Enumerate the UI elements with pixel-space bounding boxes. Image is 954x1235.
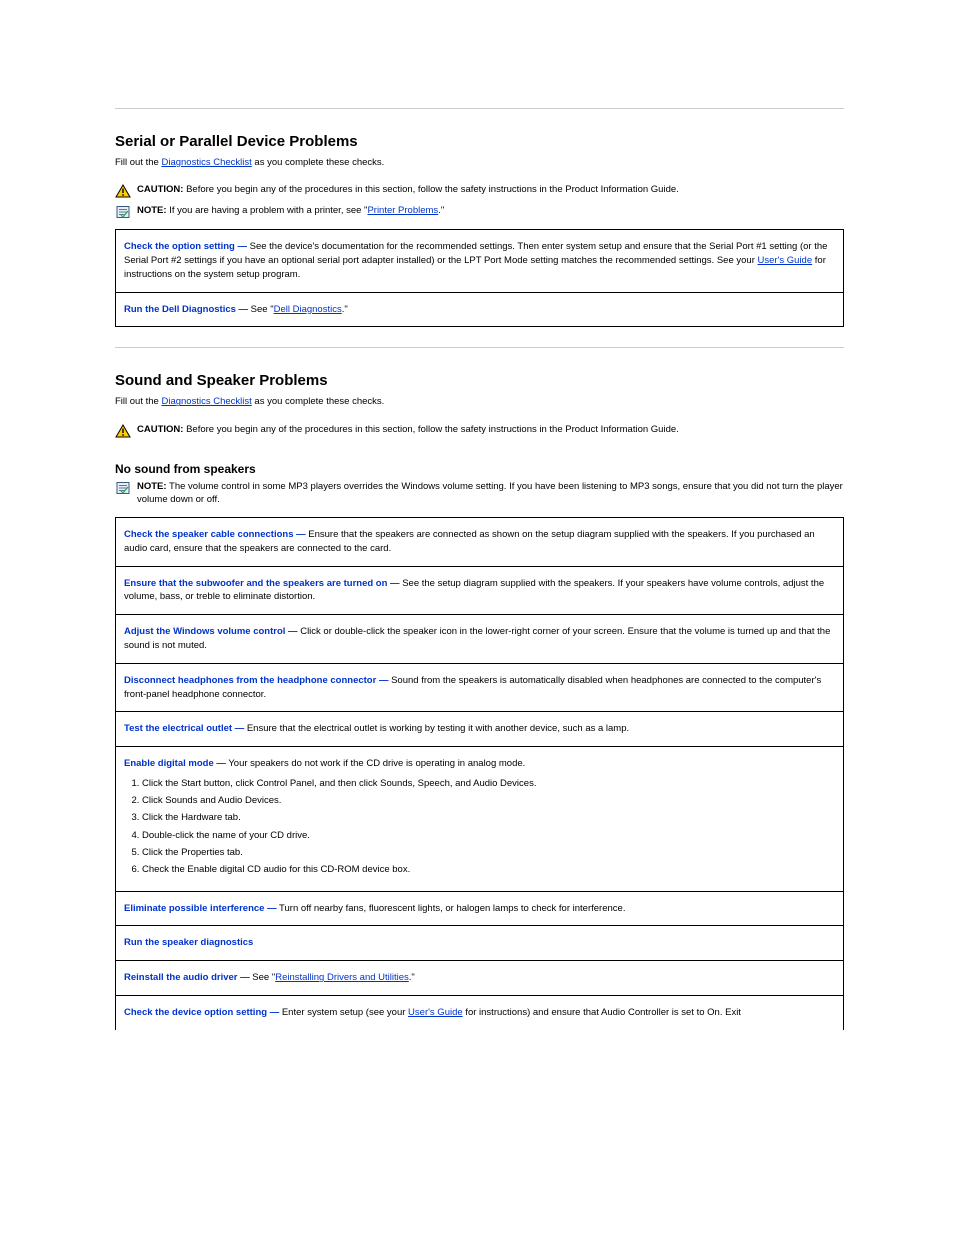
row-lead: Run the speaker diagnostics <box>124 937 253 948</box>
fill-out-line-serial: Fill out the Diagnostics Checklist as yo… <box>115 156 844 169</box>
caution-icon <box>115 184 131 198</box>
caution-text: Before you begin any of the procedures i… <box>183 184 678 195</box>
caution-label: CAUTION: <box>137 184 183 195</box>
note-icon <box>115 481 131 495</box>
diagnostics-checklist-link[interactable]: Diagnostics Checklist <box>161 396 251 407</box>
list-item: Double-click the name of your CD drive. <box>142 829 835 842</box>
table-row: Check the device option setting — Enter … <box>116 996 843 1030</box>
caution-label: CAUTION: <box>137 424 183 435</box>
fill-out-after: as you complete these checks. <box>252 396 385 407</box>
row-body: Ensure that the electrical outlet is wor… <box>244 723 629 734</box>
table-row: Test the electrical outlet — Ensure that… <box>116 712 843 747</box>
section-title-sound: Sound and Speaker Problems <box>115 372 844 389</box>
table-row: Run the speaker diagnostics <box>116 926 843 961</box>
list-item: Click the Properties tab. <box>142 846 835 859</box>
table-row: Enable digital mode — Your speakers do n… <box>116 747 843 892</box>
caution-row-serial: CAUTION: Before you begin any of the pro… <box>115 183 844 198</box>
printer-problems-link[interactable]: Printer Problems <box>367 205 438 216</box>
enable-digital-list: Click the Start button, click Control Pa… <box>142 777 835 877</box>
fill-out-text: Fill out the <box>115 396 161 407</box>
row-after: for instructions) and ensure that Audio … <box>463 1007 741 1018</box>
note-label: NOTE: <box>137 481 167 492</box>
row-lead: Check the device option setting — <box>124 1007 279 1018</box>
table-row: Check the option setting — See the devic… <box>116 230 843 292</box>
row-lead: Reinstall the audio driver — <box>124 972 250 983</box>
users-guide-link[interactable]: User's Guide <box>758 255 813 266</box>
row-body: Your speakers do not work if the CD driv… <box>226 758 525 769</box>
row-lead: Enable digital mode — <box>124 758 226 769</box>
fill-out-text: Fill out the <box>115 157 161 168</box>
dell-diagnostics-link[interactable]: Dell Diagnostics <box>274 304 342 315</box>
row-lead: Check the option setting — <box>124 241 247 252</box>
row-lead: Test the electrical outlet — <box>124 723 244 734</box>
table-row: Run the Dell Diagnostics — See "Dell Dia… <box>116 293 843 328</box>
row-lead: Eliminate possible interference — <box>124 903 277 914</box>
caution-icon <box>115 424 131 438</box>
row-lead: Adjust the Windows volume control — <box>124 626 298 637</box>
row-body: Enter system setup (see your <box>279 1007 408 1018</box>
row-body: See " <box>250 972 276 983</box>
row-lead: Check the speaker cable connections — <box>124 529 306 540</box>
caution-text: Before you begin any of the procedures i… <box>183 424 678 435</box>
reinstall-drivers-link[interactable]: Reinstalling Drivers and Utilities <box>275 972 409 983</box>
note-label: NOTE: <box>137 205 167 216</box>
row-after: ." <box>409 972 415 983</box>
row-body: See " <box>248 304 274 315</box>
note-after: ." <box>438 205 444 216</box>
serial-table: Check the option setting — See the devic… <box>115 229 844 327</box>
list-item: Click the Start button, click Control Pa… <box>142 777 835 790</box>
table-row: Adjust the Windows volume control — Clic… <box>116 615 843 664</box>
row-body: Turn off nearby fans, fluorescent lights… <box>277 903 626 914</box>
table-row: Check the speaker cable connections — En… <box>116 518 843 567</box>
note-text: If you are having a problem with a print… <box>167 205 368 216</box>
fill-out-line-sound: Fill out the Diagnostics Checklist as yo… <box>115 395 844 408</box>
table-row: Eliminate possible interference — Turn o… <box>116 892 843 927</box>
row-lead: Ensure that the subwoofer and the speake… <box>124 578 400 589</box>
subhead-no-sound: No sound from speakers <box>115 462 844 476</box>
list-item: Check the Enable digital CD audio for th… <box>142 863 835 876</box>
diagnostics-checklist-link[interactable]: Diagnostics Checklist <box>161 157 251 168</box>
list-item: Click Sounds and Audio Devices. <box>142 794 835 807</box>
note-row-sound: NOTE: The volume control in some MP3 pla… <box>115 480 844 508</box>
note-row-serial: NOTE: If you are having a problem with a… <box>115 204 844 219</box>
table-row: Ensure that the subwoofer and the speake… <box>116 567 843 616</box>
row-lead: Run the Dell Diagnostics — <box>124 304 248 315</box>
table-row: Disconnect headphones from the headphone… <box>116 664 843 713</box>
table-row: Reinstall the audio driver — See "Reinst… <box>116 961 843 996</box>
fill-out-after: as you complete these checks. <box>252 157 385 168</box>
row-after: ." <box>342 304 348 315</box>
sound-table: Check the speaker cable connections — En… <box>115 517 844 1030</box>
list-item: Click the Hardware tab. <box>142 811 835 824</box>
section-title-serial: Serial or Parallel Device Problems <box>115 133 844 150</box>
divider-mid <box>115 347 844 348</box>
note-text: The volume control in some MP3 players o… <box>137 481 843 506</box>
row-lead: Disconnect headphones from the headphone… <box>124 675 388 686</box>
users-guide-link[interactable]: User's Guide <box>408 1007 463 1018</box>
divider-top <box>115 108 844 109</box>
caution-row-sound: CAUTION: Before you begin any of the pro… <box>115 423 844 438</box>
note-icon <box>115 205 131 219</box>
